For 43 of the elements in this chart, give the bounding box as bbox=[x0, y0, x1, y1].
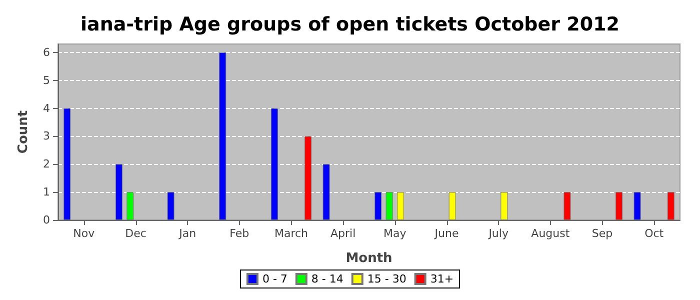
bar bbox=[616, 192, 623, 220]
y-axis-title: Count bbox=[16, 110, 31, 154]
y-tick-label: 5 bbox=[43, 74, 50, 87]
bar bbox=[304, 136, 312, 220]
bar bbox=[322, 164, 330, 220]
y-tick-label: 6 bbox=[43, 46, 50, 59]
x-tick-label: Feb bbox=[230, 227, 250, 240]
bar bbox=[634, 192, 641, 220]
x-tick-label: Sep bbox=[592, 227, 613, 240]
bar bbox=[270, 108, 278, 220]
bar bbox=[126, 192, 134, 220]
x-tick-label: June bbox=[434, 227, 459, 240]
x-tick-label: August bbox=[531, 227, 570, 240]
legend-label: 8 - 14 bbox=[311, 272, 344, 286]
bar bbox=[386, 192, 393, 220]
bar bbox=[564, 192, 571, 220]
bar bbox=[448, 192, 456, 220]
y-tick-label: 4 bbox=[43, 102, 50, 115]
bar bbox=[64, 108, 71, 220]
y-tick-label: 2 bbox=[43, 158, 50, 171]
x-tick-label: Nov bbox=[73, 227, 96, 240]
bar bbox=[167, 192, 174, 220]
legend-label: 15 - 30 bbox=[367, 272, 406, 286]
bar bbox=[500, 192, 508, 220]
x-axis-title: Month bbox=[346, 251, 392, 266]
x-tick-label: Jan bbox=[178, 227, 196, 240]
bar bbox=[219, 52, 226, 220]
x-tick-label: July bbox=[488, 227, 509, 240]
y-tick-label: 1 bbox=[43, 186, 50, 199]
bar bbox=[115, 164, 122, 220]
y-tick-label: 0 bbox=[43, 214, 50, 226]
legend-label: 31+ bbox=[430, 272, 454, 286]
x-tick-label: April bbox=[330, 227, 356, 240]
chart-title: iana-trip Age groups of open tickets October 2012 bbox=[80, 14, 620, 36]
y-tick-label: 3 bbox=[43, 130, 50, 143]
x-tick-label: Oct bbox=[644, 227, 664, 240]
x-tick-label: May bbox=[384, 227, 407, 240]
legend-label: 0 - 7 bbox=[262, 272, 288, 286]
x-tick-label: March bbox=[274, 227, 308, 240]
bar bbox=[374, 192, 382, 220]
bar bbox=[397, 192, 404, 220]
bar bbox=[667, 192, 674, 220]
x-tick-label: Dec bbox=[125, 227, 146, 240]
